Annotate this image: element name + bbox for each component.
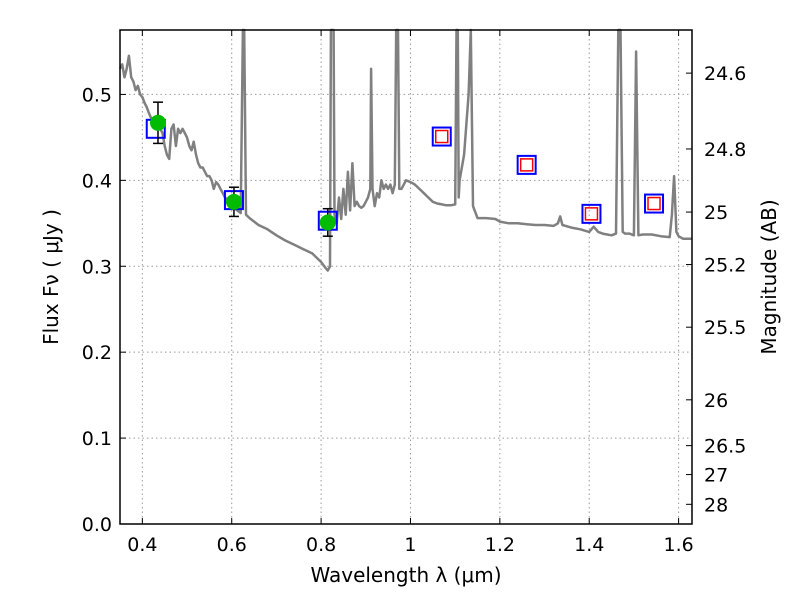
x-tick-label: 1.4	[574, 534, 604, 556]
mag-tick-label: 26	[704, 390, 728, 412]
model-spectrum-line	[118, 28, 692, 272]
observed-point	[319, 214, 336, 231]
x-tick-label: 1.2	[485, 534, 515, 556]
x-tick-label: 0.4	[127, 534, 157, 556]
mag-tick-label: 24.8	[704, 139, 746, 161]
y2-axis-label: Magnitude (AB)	[757, 199, 781, 354]
spectrum-layer	[118, 28, 692, 272]
mag-tick-label: 25.5	[704, 317, 746, 339]
model-upper-square	[647, 196, 661, 211]
model-upper-square	[519, 158, 534, 172]
x-tick-label: 1.6	[663, 534, 693, 556]
mag-tick-label: 24.6	[704, 63, 746, 85]
x-tick-label: 0.6	[217, 534, 247, 556]
model-photometry-square	[581, 203, 602, 224]
model-photometry-square	[431, 126, 452, 147]
observed-point	[149, 114, 166, 131]
model-upper-square	[435, 129, 449, 144]
x-tick-label: 0.8	[306, 534, 336, 556]
y-tick-label: 0.0	[82, 514, 112, 536]
tick-layer: 0.4 0.6 0.8 1 1.2 1.4 1.6 0.0 0.1 0.2 0.3 0.4 0.5 24.…	[82, 30, 746, 556]
y-tick-label: 0.1	[82, 428, 112, 450]
y-tick-label: 0.2	[82, 342, 112, 364]
x-tick-label: 1	[404, 534, 416, 556]
mag-tick-label: 27	[704, 465, 728, 487]
y-tick-label: 0.4	[82, 170, 112, 192]
observed-point	[225, 193, 242, 210]
mag-tick-label: 28	[704, 494, 728, 516]
plot-frame	[119, 29, 693, 525]
y-axis-label: Flux Fν ( μJy )	[39, 209, 63, 345]
model-photometry-square	[516, 154, 537, 175]
x-axis-label: Wavelength λ (μm)	[310, 563, 501, 587]
mag-tick-label: 26.5	[704, 436, 746, 458]
model-upper-square	[584, 207, 599, 221]
y-tick-label: 0.5	[82, 84, 112, 106]
model-photometry-square	[644, 193, 665, 214]
mag-tick-label: 25	[704, 202, 728, 224]
grid	[120, 30, 692, 525]
marker-layer	[145, 101, 665, 237]
y-tick-label: 0.3	[82, 256, 112, 278]
mag-tick-label: 25.2	[704, 255, 746, 277]
